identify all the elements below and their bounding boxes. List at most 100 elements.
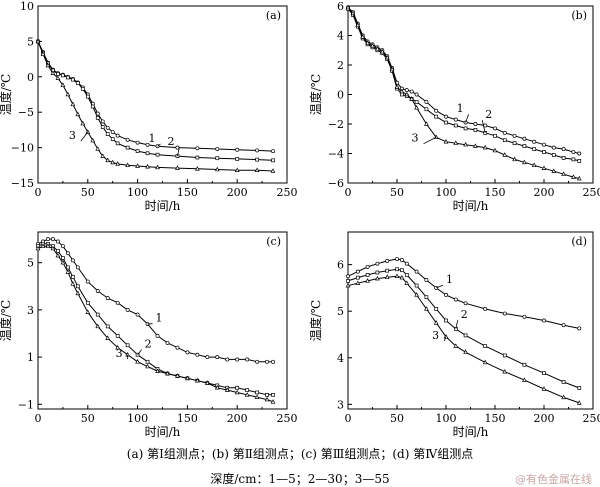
series-leader-1 [436,284,444,289]
data-point-series-3 [175,373,180,378]
data-point-series-1 [245,357,250,362]
series-label-1: 1 [149,132,156,145]
data-point-series-1 [255,148,260,153]
data-point-series-3 [379,48,385,54]
y-tick-label: 3 [337,398,344,411]
data-point-series-3 [75,111,81,117]
y-axis-label: 温度/℃ [308,74,323,115]
data-point-series-2 [542,371,546,375]
data-point-series-3 [55,75,61,80]
data-point-series-1 [502,311,507,316]
data-point-series-3 [345,4,351,10]
data-point-series-3 [473,143,478,148]
x-tick-label: 150 [485,186,506,199]
data-point-series-3 [424,121,429,126]
data-point-series-1 [185,350,190,355]
data-point-series-1 [100,119,105,124]
data-point-series-2 [577,386,582,390]
y-tick-label: 5 [337,305,344,318]
data-point-series-2 [245,388,250,392]
data-point-series-1 [522,136,527,141]
y-tick-label: 5 [27,35,34,48]
data-point-series-3 [399,88,405,94]
data-point-series-3 [115,344,121,350]
data-point-series-3 [50,245,56,251]
data-point-series-2 [115,141,120,146]
data-point-series-3 [365,40,370,45]
data-point-series-3 [40,243,46,248]
data-point-series-3 [512,156,517,162]
data-point-series-3 [75,290,81,296]
data-point-series-2 [385,268,390,273]
data-point-series-3 [60,259,66,265]
data-point-series-1 [135,140,140,145]
data-point-series-1 [346,274,350,279]
series-leader-3 [443,336,447,342]
y-tick-label: −4 [328,148,344,161]
y-axis-label: 温度/℃ [308,300,323,341]
x-tick-label: 100 [127,412,148,425]
x-tick-label: 50 [81,412,95,425]
y-tick-label: 2 [337,59,344,72]
data-point-series-2 [125,145,130,150]
data-point-series-2 [444,120,448,125]
data-point-series-3 [375,275,380,281]
data-point-series-1 [265,359,270,364]
data-point-series-1 [434,108,439,113]
y-tick-label: 4 [337,352,344,365]
data-point-series-3 [404,91,410,97]
data-point-series-1 [463,301,468,306]
data-point-series-3 [576,175,582,181]
data-point-series-1 [424,278,429,282]
x-axis-label: 时间/h [145,199,181,213]
data-point-series-2 [502,353,507,358]
data-point-series-3 [105,157,111,163]
data-point-series-2 [61,73,65,78]
data-point-series-1 [375,261,380,266]
y-axis-label: 温度/℃ [0,300,13,341]
data-point-series-2 [463,126,468,131]
y-tick-label: 6 [337,259,344,272]
data-point-series-1 [561,323,566,328]
data-point-series-2 [195,155,200,160]
data-point-series-2 [56,249,60,253]
plot-frame [37,5,288,184]
data-point-series-2 [271,158,275,163]
chart-panel-4: 0 50 100 150 200 250 6 5 4 3 (d) 时间/h 温度/℃ 1 2 3 [308,231,600,439]
data-point-series-3 [370,43,375,48]
data-point-series-3 [384,274,390,279]
data-point-series-2 [444,318,448,323]
data-point-series-2 [255,157,259,162]
data-point-series-1 [409,89,414,94]
data-point-series-3 [394,84,400,89]
data-point-series-3 [70,281,76,286]
data-point-series-3 [125,162,131,168]
data-point-series-3 [234,167,240,173]
series-label-2: 2 [167,135,174,148]
data-point-series-3 [453,343,459,348]
data-point-series-3 [522,377,527,382]
data-point-series-2 [105,132,110,136]
data-point-series-2 [561,156,566,160]
data-point-series-2 [395,267,399,272]
series-leader-2 [481,120,486,133]
data-point-series-1 [195,352,200,357]
x-tick-label: 150 [485,412,506,425]
x-tick-label: 0 [345,412,352,425]
series-leader-3 [80,131,89,142]
data-point-series-1 [110,130,115,134]
data-point-series-1 [205,355,210,360]
data-point-series-3 [95,323,101,329]
watermark: @有色金属在线 [515,473,592,486]
data-point-series-3 [576,400,582,405]
data-point-series-1 [46,237,50,242]
series-label-2: 2 [461,308,468,321]
data-point-series-3 [463,349,468,354]
data-point-series-1 [95,289,100,293]
data-point-series-2 [135,149,140,153]
data-point-series-2 [542,150,546,154]
x-tick-label: 100 [436,412,457,425]
data-point-series-2 [115,333,120,338]
data-point-series-3 [155,164,160,170]
